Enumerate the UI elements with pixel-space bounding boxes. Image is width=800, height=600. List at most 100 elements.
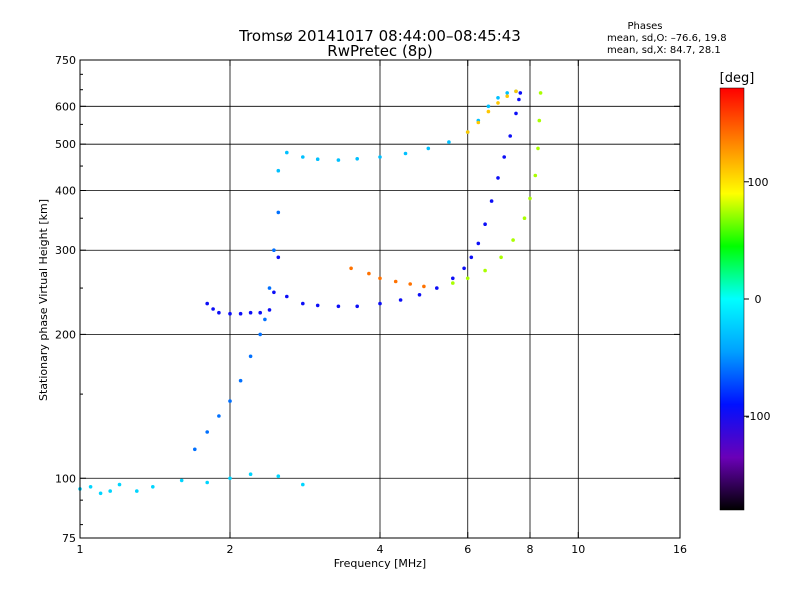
data-point	[465, 130, 470, 134]
data-point	[511, 238, 515, 242]
data-point	[533, 173, 538, 178]
data-point	[483, 268, 487, 273]
data-point	[367, 271, 371, 276]
data-point	[263, 317, 267, 322]
x-tick-label: 16	[673, 543, 687, 556]
data-point	[205, 480, 209, 485]
data-point	[486, 109, 491, 114]
data-point	[217, 414, 221, 418]
colorbar-tick-label: 100	[748, 176, 769, 189]
data-point	[378, 155, 382, 159]
data-point	[398, 298, 403, 302]
data-point	[417, 293, 422, 297]
data-point	[489, 199, 494, 203]
data-point	[88, 485, 93, 489]
data-point	[355, 157, 360, 161]
data-point	[336, 158, 341, 162]
data-point	[135, 489, 139, 493]
data-point	[248, 310, 253, 315]
data-point	[301, 301, 305, 306]
data-point	[267, 308, 272, 312]
data-point	[518, 91, 523, 95]
data-point	[98, 491, 103, 496]
y-axis-label: Stationary phase Virtual Height [km]	[37, 199, 50, 401]
data-point	[496, 176, 500, 180]
data-point	[378, 301, 382, 306]
data-point	[508, 134, 512, 138]
series-2	[276, 89, 518, 173]
data-point	[502, 155, 507, 159]
data-point	[205, 301, 209, 306]
data-point	[505, 91, 510, 95]
data-point	[528, 196, 532, 201]
data-point	[315, 303, 320, 308]
data-point	[451, 276, 455, 281]
data-point	[276, 210, 281, 215]
series-4	[349, 266, 426, 289]
data-point	[499, 255, 503, 260]
series-0	[205, 91, 523, 316]
data-point	[272, 248, 276, 252]
data-point	[272, 290, 276, 295]
x-tick-label: 2	[227, 543, 234, 556]
data-point	[217, 310, 221, 315]
data-point	[238, 311, 243, 316]
y-tick-label: 400	[55, 184, 76, 197]
data-point	[393, 279, 398, 284]
data-point	[258, 310, 263, 315]
y-tick-label: 600	[55, 100, 76, 113]
series-5	[78, 472, 305, 496]
data-point	[408, 282, 413, 286]
x-axis-label: Frequency [MHz]	[334, 557, 426, 570]
data-point	[447, 140, 451, 144]
data-point	[285, 294, 289, 299]
data-point	[378, 276, 382, 281]
data-point	[267, 286, 272, 290]
data-point	[151, 485, 155, 489]
data-point	[517, 97, 521, 102]
data-point	[538, 91, 543, 95]
data-point	[108, 489, 112, 493]
data-point	[301, 482, 305, 487]
y-tick-label: 100	[55, 472, 76, 485]
colorbar	[719, 87, 745, 511]
data-point	[462, 266, 466, 271]
ticks-layer: 1 2 4 6 8 10 16 75 100 200 300 400 500 600 750	[55, 54, 687, 556]
x-tick-label: 4	[377, 543, 384, 556]
stats-x-mode: mean, sd,X: 84.7, 28.1	[607, 45, 721, 56]
data-point	[315, 157, 320, 161]
x-tick-label: 6	[464, 543, 471, 556]
y-tick-label: 500	[55, 138, 76, 151]
data-point	[193, 447, 197, 452]
data-point	[301, 155, 305, 159]
data-point	[496, 96, 500, 100]
data-point	[537, 118, 542, 123]
data-point	[403, 151, 408, 156]
stats-o-mode: mean, sd,O: –76.6, 19.8	[607, 33, 727, 44]
data-point	[228, 311, 232, 316]
x-tick-label: 1	[77, 543, 84, 556]
data-point	[486, 104, 491, 109]
colorbar-tick-label: -100	[746, 410, 771, 423]
data-point	[258, 332, 263, 337]
data-point	[228, 399, 232, 403]
data-point	[536, 146, 540, 151]
data-point	[276, 474, 281, 479]
data-point	[426, 146, 431, 151]
x-tick-label: 8	[527, 543, 534, 556]
series-3	[465, 89, 518, 134]
series-6	[193, 210, 281, 452]
data-point	[276, 168, 281, 173]
data-point	[505, 94, 510, 98]
data-point	[276, 255, 281, 260]
data-point	[476, 120, 481, 125]
data-point	[248, 472, 253, 477]
y-tick-label: 300	[55, 244, 76, 257]
phases-heading: Phases	[627, 21, 663, 32]
data-point	[469, 255, 474, 260]
data-point	[451, 281, 455, 285]
data-point	[465, 276, 470, 281]
colorbar-ticks: 100 0 -100	[744, 176, 770, 423]
data-point	[422, 284, 426, 289]
